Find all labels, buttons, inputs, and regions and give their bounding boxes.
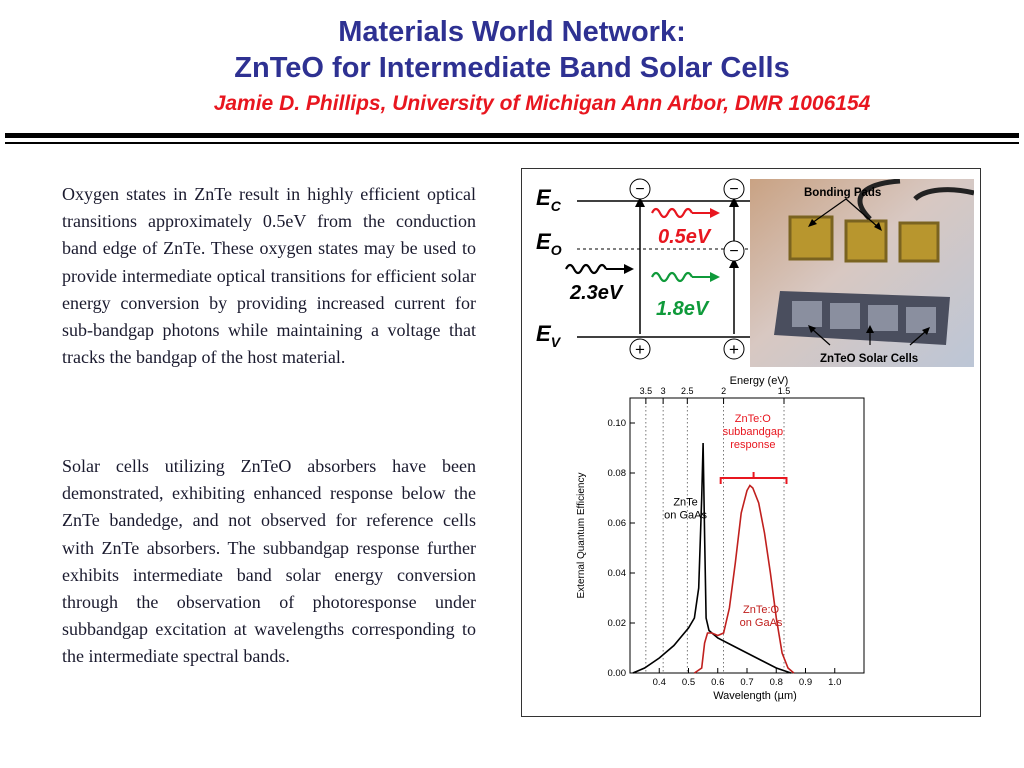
electron-circle-left [629, 178, 651, 200]
bond-wire-2 [913, 187, 974, 201]
ec-label: EC [536, 185, 562, 214]
bonding-pad-3 [898, 221, 940, 263]
label-1-8ev: 1.8eV [656, 298, 710, 320]
device-photo: Bonding Pads ZnTeO Solar Cells [750, 179, 974, 367]
top-tick-label: 3.5 [640, 386, 653, 396]
eo-label: EO [536, 229, 562, 258]
top-tick-label: 2 [721, 386, 726, 396]
x-tick-label: 1.0 [828, 677, 841, 688]
ev-label: EV [536, 321, 562, 350]
x-tick-label: 0.8 [770, 677, 783, 688]
y-axis-label: External Quantum Efficiency [576, 473, 587, 599]
hole-sign-left: + [635, 340, 645, 359]
title-line-2: ZnTeO for Intermediate Band Solar Cells [234, 52, 790, 84]
series-label-znte: ZnTe [673, 497, 697, 509]
body-paragraph-2: Solar cells utilizing ZnTeO absorbers ha… [62, 456, 476, 667]
y-tick-label: 0.08 [608, 468, 627, 479]
x-tick-label: 0.4 [653, 677, 666, 688]
author-line: Jamie D. Phillips, University of Michiga… [213, 92, 871, 115]
x-tick-label: 0.6 [711, 677, 724, 688]
y-tick-label: 0.02 [608, 618, 627, 629]
y-tick-label: 0.04 [608, 568, 627, 579]
x-tick-label: 0.7 [740, 677, 753, 688]
series-label-znte: on GaAs [664, 510, 707, 522]
top-tick-label: 1.5 [778, 386, 791, 396]
top-tick-label: 3 [661, 386, 666, 396]
electron-sign-eo: − [729, 243, 738, 260]
title-line-1: Materials World Network: [338, 16, 686, 48]
header-rule-thick [5, 133, 1019, 138]
annotation-subbandgap: response [730, 439, 775, 451]
series-line-znteo [693, 484, 795, 674]
top-tick-label: 2.5 [681, 386, 694, 396]
band-diagram: EC EO EV − − − + + 2.3eV 0.5eV [536, 178, 752, 360]
y-tick-label: 0.10 [608, 418, 627, 429]
photon-green [651, 271, 693, 283]
series-label-znteo: on GaAs [740, 617, 783, 629]
bond-wire-1 [857, 179, 901, 221]
electron-sign-right: − [729, 181, 738, 198]
x-axis-label: Wavelength (µm) [713, 690, 797, 702]
chart-background [572, 375, 872, 710]
electron-sign-left: − [635, 181, 644, 198]
series-label-znteo: ZnTe:O [743, 604, 780, 616]
hole-circle-right [723, 338, 745, 360]
x-tick-label: 0.9 [799, 677, 812, 688]
hole-circle-left [629, 338, 651, 360]
hole-sign-right: + [729, 340, 739, 359]
electron-circle-right [723, 178, 745, 200]
photon-red [651, 207, 693, 219]
y-tick-label: 0.06 [608, 518, 627, 529]
photon-black [565, 263, 607, 275]
header-rule-thin [5, 142, 1019, 144]
annotation-subbandgap: ZnTe:O [735, 413, 772, 425]
figure-panel: EC EO EV − − − + + 2.3eV 0.5eV [521, 168, 981, 717]
label-2-3ev: 2.3eV [569, 282, 624, 304]
series-line-znte [632, 442, 792, 674]
label-bonding-pads: Bonding Pads [804, 187, 881, 199]
electron-circle-eo [723, 240, 745, 262]
label-znteo-solar-cells: ZnTeO Solar Cells [820, 353, 918, 365]
body-paragraph-1: Oxygen states in ZnTe result in highly e… [62, 184, 476, 368]
label-0-5ev: 0.5eV [658, 226, 712, 248]
annotation-subbandgap: subbandgap [723, 426, 784, 438]
x-tick-label: 0.5 [682, 677, 695, 688]
y-tick-label: 0.00 [608, 668, 627, 679]
top-axis-label: Energy (eV) [730, 375, 789, 387]
